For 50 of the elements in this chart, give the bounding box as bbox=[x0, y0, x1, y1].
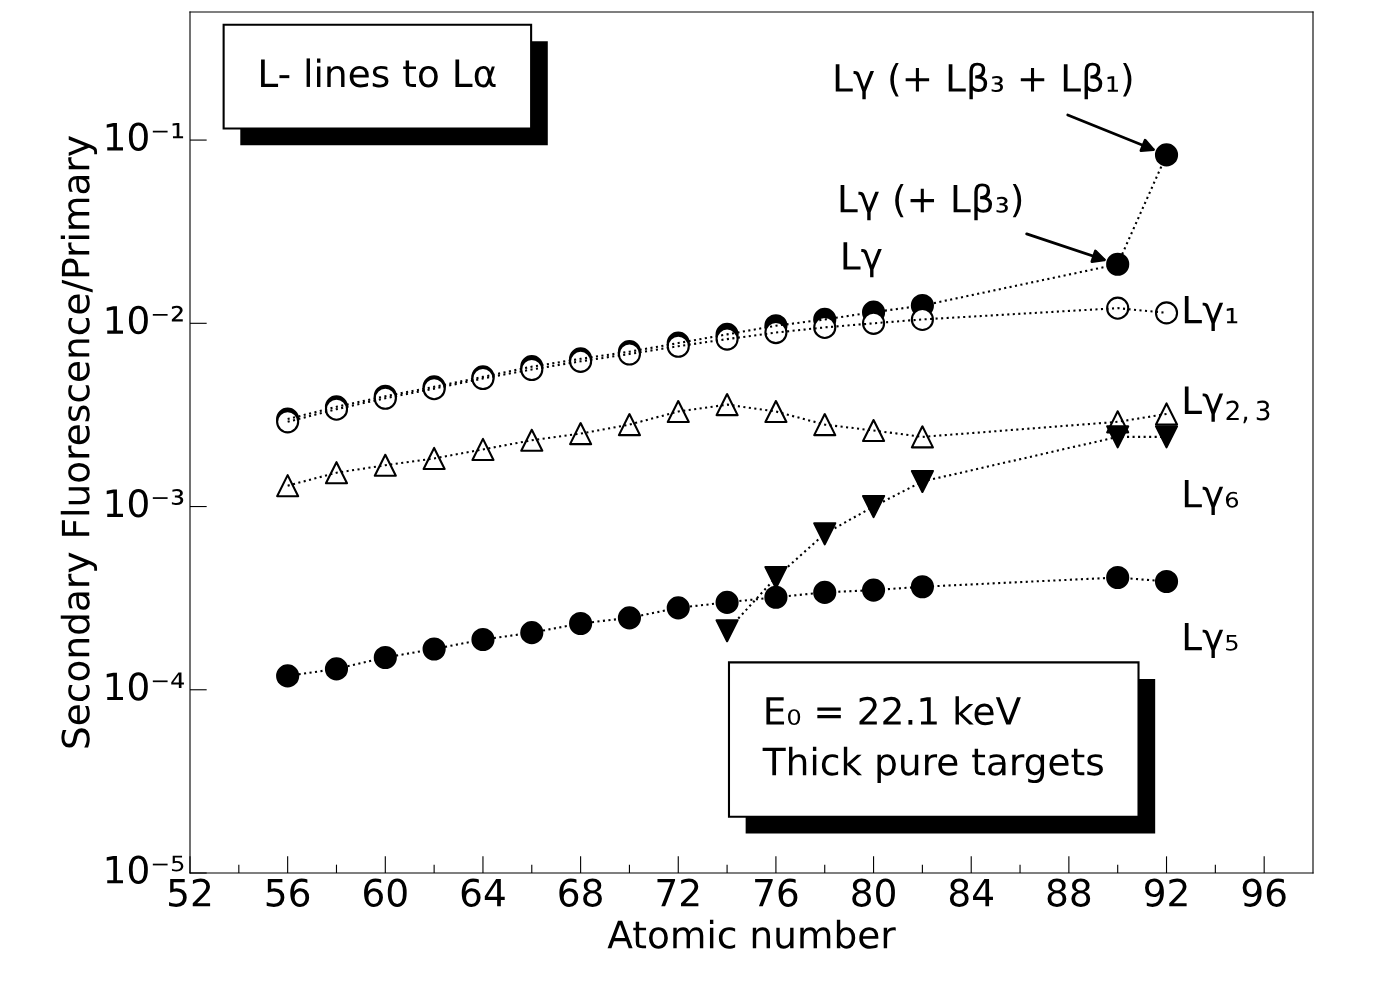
point bbox=[910, 469, 934, 494]
x-tick-label: 88 bbox=[1047, 878, 1091, 907]
point bbox=[715, 590, 739, 614]
point bbox=[1154, 425, 1179, 449]
point bbox=[1154, 569, 1179, 594]
x-tick-label: 56 bbox=[266, 878, 310, 907]
series-label: Lγ$_{2,3}$ bbox=[1184, 386, 1270, 424]
point bbox=[373, 645, 397, 670]
y-tick-label: 10⁻⁴ bbox=[106, 672, 184, 701]
point bbox=[1106, 425, 1130, 449]
point bbox=[617, 606, 642, 630]
y-axis-title: Secondary Fluorescence/Primary bbox=[60, 136, 98, 748]
point bbox=[1106, 565, 1130, 590]
point bbox=[715, 619, 739, 643]
x-tick-label: 64 bbox=[461, 878, 505, 907]
series-label: Lγ₆ bbox=[1184, 479, 1239, 516]
point bbox=[666, 596, 690, 620]
point bbox=[861, 494, 886, 519]
x-axis-title: Atomic number bbox=[607, 919, 896, 949]
point bbox=[520, 621, 544, 645]
series-label: Lγ₁ bbox=[1184, 295, 1238, 332]
annotation: Lγ (+ Lβ₃) bbox=[840, 183, 1022, 221]
series-label: Lγ bbox=[843, 242, 882, 278]
x-tick-label: 76 bbox=[755, 878, 798, 907]
point bbox=[813, 580, 837, 604]
point bbox=[471, 627, 495, 652]
point bbox=[324, 657, 349, 681]
point bbox=[422, 637, 446, 661]
x-tick-label: 60 bbox=[364, 878, 407, 907]
point bbox=[764, 585, 788, 609]
point bbox=[1106, 252, 1130, 276]
x-tick-label: 96 bbox=[1242, 878, 1286, 907]
point bbox=[276, 664, 300, 688]
point bbox=[1154, 143, 1179, 167]
annotation: E₀ = 22.1 keV Thick pure targets bbox=[762, 696, 1103, 783]
point bbox=[569, 611, 593, 636]
x-tick-label: 68 bbox=[559, 878, 602, 907]
annotation: L- lines to Lα bbox=[261, 58, 496, 88]
x-tick-label: 84 bbox=[949, 878, 993, 907]
series-label: Lγ₅ bbox=[1184, 622, 1238, 659]
x-tick-label: 92 bbox=[1145, 878, 1187, 907]
point bbox=[861, 578, 886, 602]
y-tick-label: 10⁻² bbox=[106, 305, 183, 335]
point bbox=[910, 575, 934, 599]
annotation: Lγ (+ Lβ₃ + Lβ₁) bbox=[835, 62, 1132, 100]
y-tick-label: 10⁻³ bbox=[106, 489, 184, 518]
y-tick-label: 10⁻¹ bbox=[106, 122, 184, 151]
point bbox=[813, 522, 837, 546]
x-tick-label: 80 bbox=[852, 878, 895, 907]
x-tick-label: 72 bbox=[657, 878, 699, 907]
